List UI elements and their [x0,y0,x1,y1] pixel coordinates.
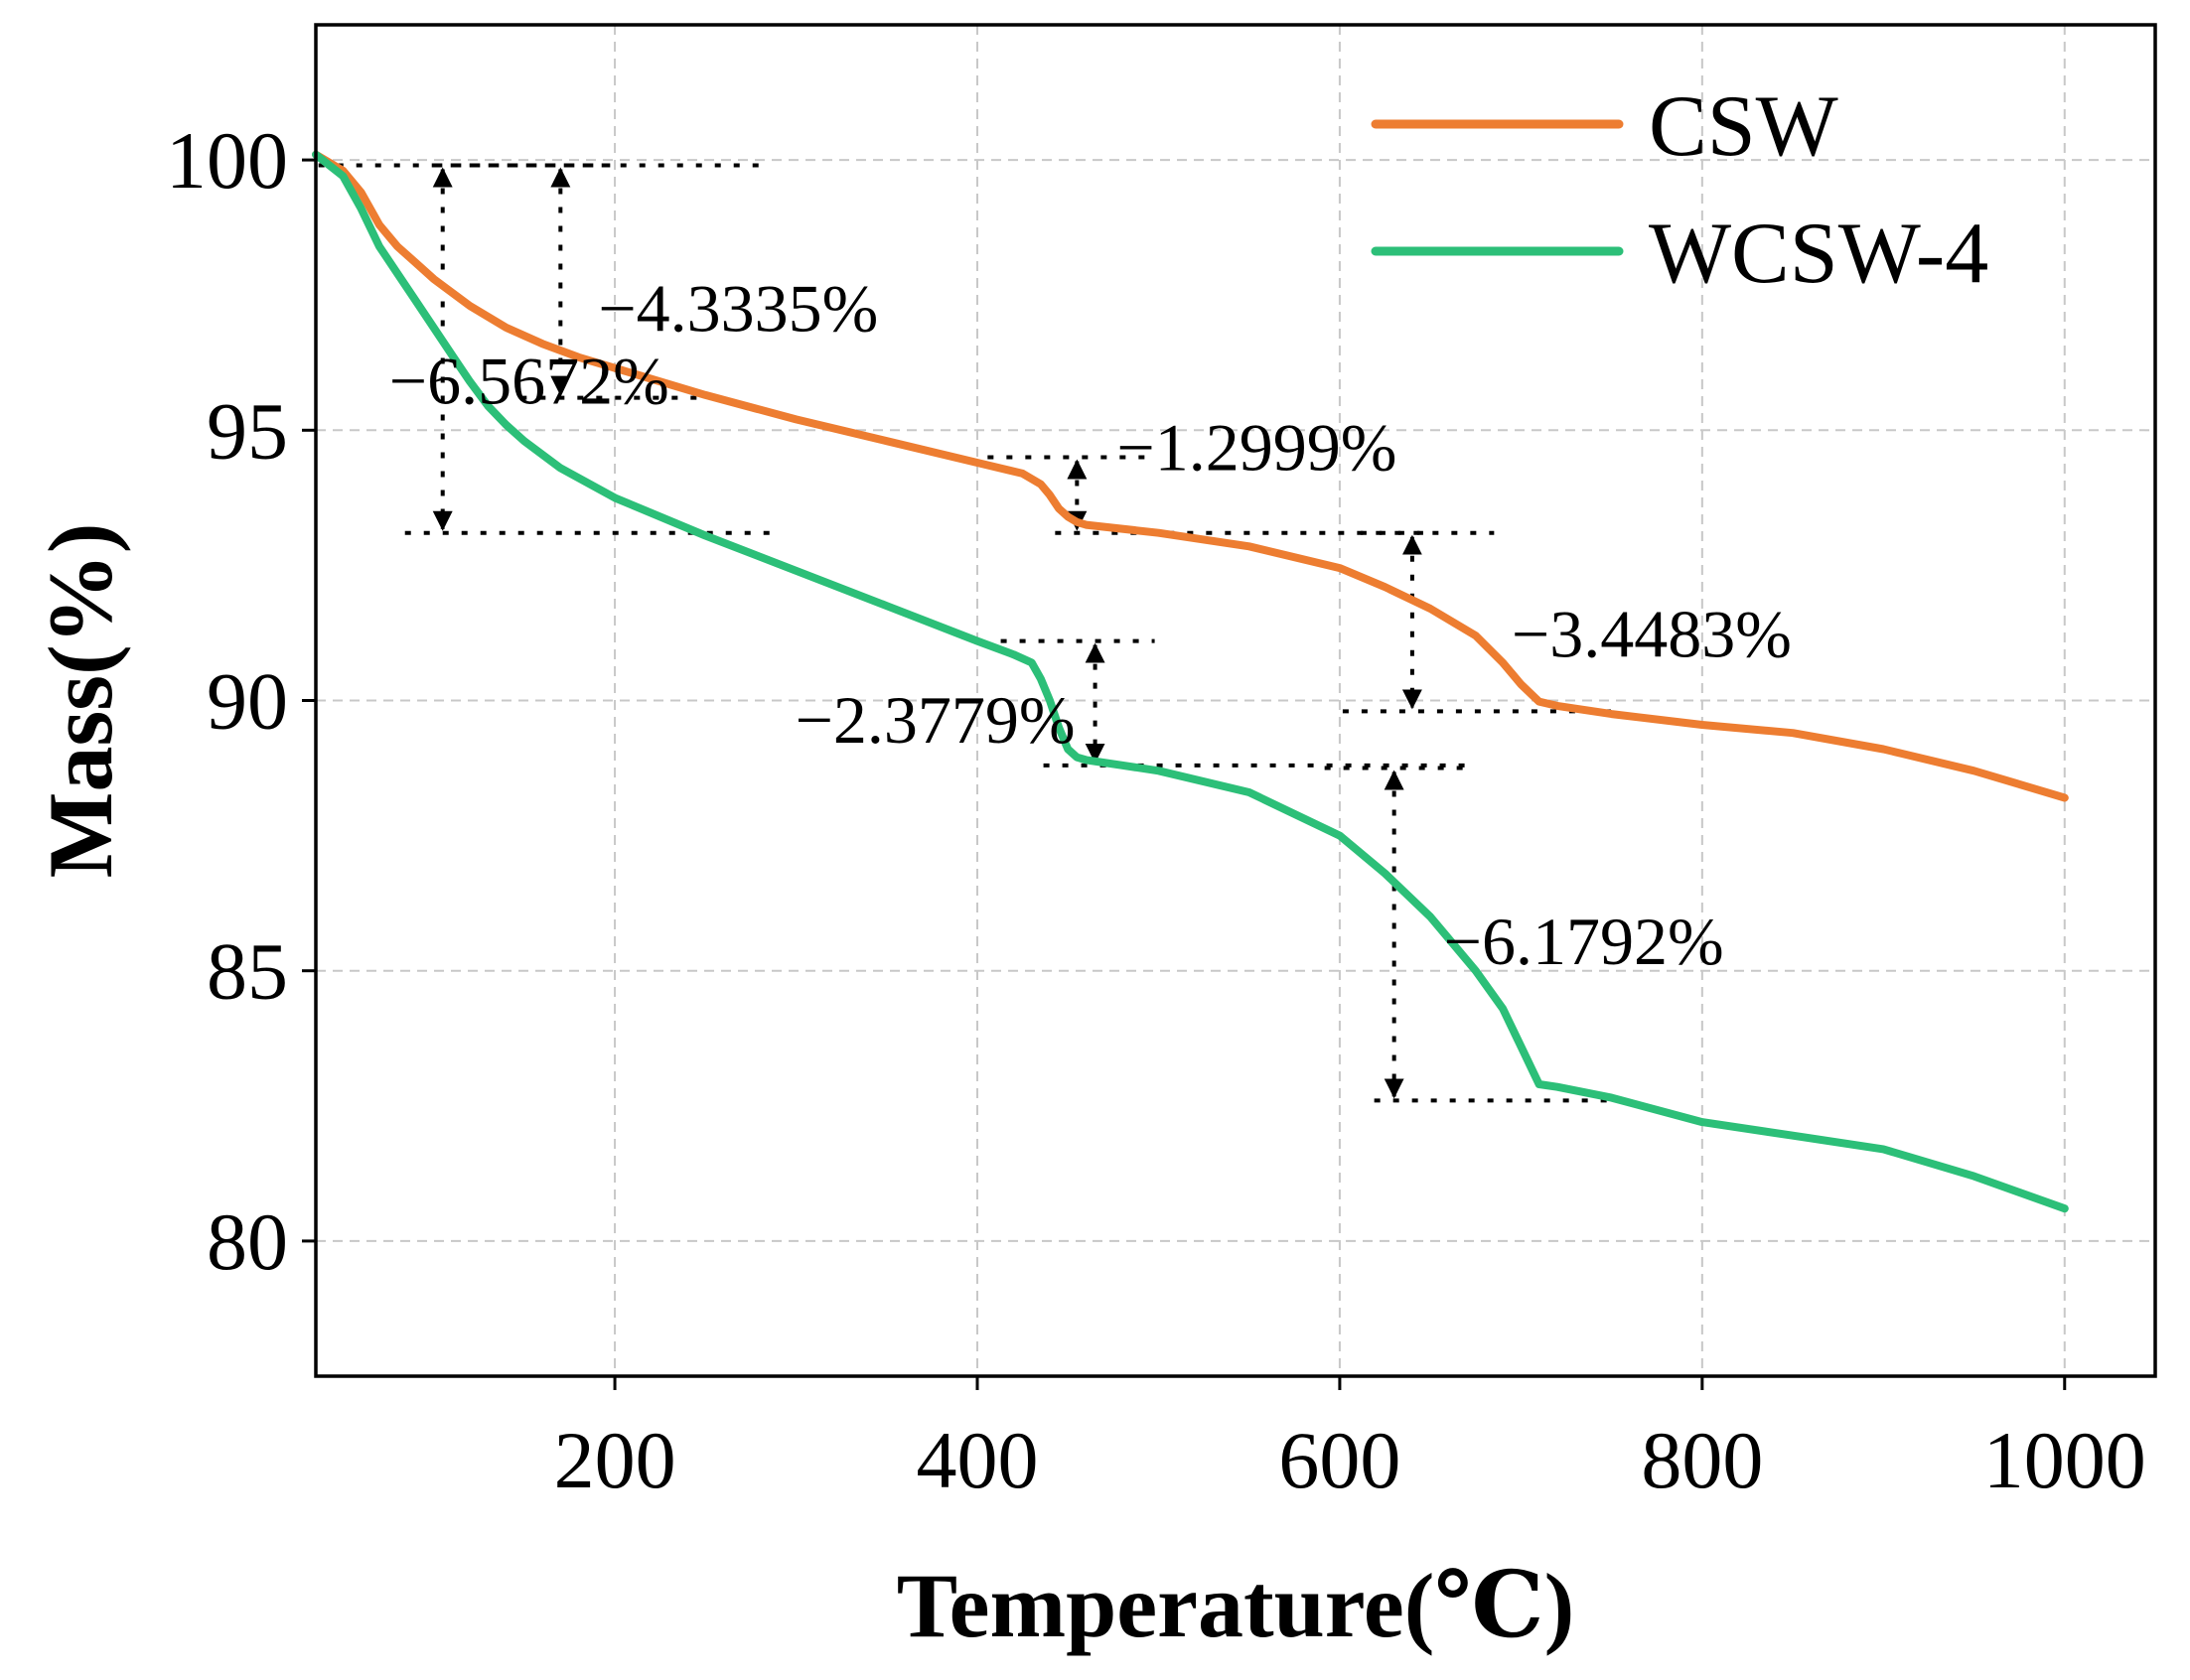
annotation-label: −4.3335% [598,271,878,347]
annotation-label: −3.4483% [1512,597,1792,672]
y-axis-title: Mass(%) [30,523,131,879]
annotation-label: −6.1792% [1444,904,1724,979]
y-tick-label: 80 [207,1196,288,1287]
y-tick-label: 85 [207,926,288,1017]
x-tick-label: 400 [916,1415,1038,1505]
axis-ticks: 200 400 600 800 1000 80 85 90 95 100 [166,115,2146,1505]
x-axis-title: Temperature(℃) [897,1555,1575,1656]
annotation-labels: −4.3335%−6.5672% −1.2999% −2.3779% −3.4483%… [389,271,1792,979]
x-tick-label: 200 [554,1415,676,1505]
x-tick-label: 1000 [1983,1415,2146,1505]
x-tick-label: 800 [1641,1415,1763,1505]
y-tick-label: 100 [166,115,288,206]
legend: CSW WCSW-4 [1371,78,1988,302]
series-line-wcsw-4 [312,150,2069,1213]
y-tick-label: 90 [207,656,288,747]
x-tick-label: 600 [1278,1415,1400,1505]
annotation-guides [318,163,1613,1103]
legend-label-csw: CSW [1649,78,1838,175]
annotation-label: −6.5672% [389,344,669,419]
legend-label-wcsw-4: WCSW-4 [1649,206,1988,302]
annotation-label: −1.2999% [1116,410,1396,486]
grid [316,25,2155,1376]
series-lines [312,150,2069,1213]
series-line-csw [312,150,2069,802]
y-tick-label: 95 [207,385,288,476]
annotation-label: −2.3779% [796,682,1076,758]
